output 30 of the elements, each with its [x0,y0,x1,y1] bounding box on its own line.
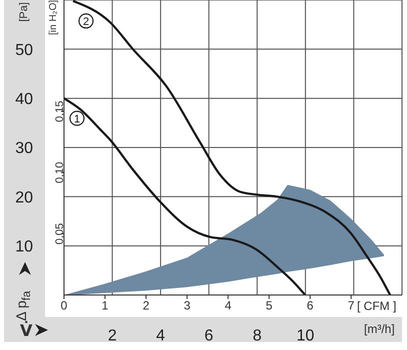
y-tick-label: 20 [15,189,34,206]
x-tick-label: 3 [184,298,191,313]
y2-tick-label: 0,05 [54,223,66,245]
y-tick-label: 50 [15,42,34,59]
series-label: 2 [82,16,90,28]
y2-axis-title: [in H₂O] [48,0,59,35]
x-tick-label: 6 [306,298,314,313]
x2-tick-label: 8 [252,327,262,344]
line-series [72,0,392,295]
x-tick-label: 7 [348,298,355,313]
line-series [64,97,306,295]
x2-axis-title: [m³/h] [364,322,395,336]
x2-tick-label: 4 [156,327,166,344]
x2-tick-label: 2 [108,327,117,344]
x-tick-label: 2 [142,298,150,313]
x2-tick-label: 10 [296,327,314,344]
y-tick-label: 40 [15,91,34,108]
text: V̇ [20,321,32,340]
x-tick-label: 5 [266,298,273,313]
y-tick-label: 30 [15,140,34,158]
y2-tick-label: 0,15 [54,100,66,122]
x2-tick-label: 6 [204,327,214,344]
x-tick-label: 4 [224,298,232,313]
y-axis-title: [Pa] [18,2,30,22]
y2-tick-label: 0,10 [54,162,66,184]
y-tick-label: 10 [15,238,34,256]
series-label: 1 [74,113,80,126]
x-tick-label: 0 [60,298,68,313]
x-axis-title: [ CFM ] [357,299,396,313]
x-tick-label: 1 [102,298,109,313]
